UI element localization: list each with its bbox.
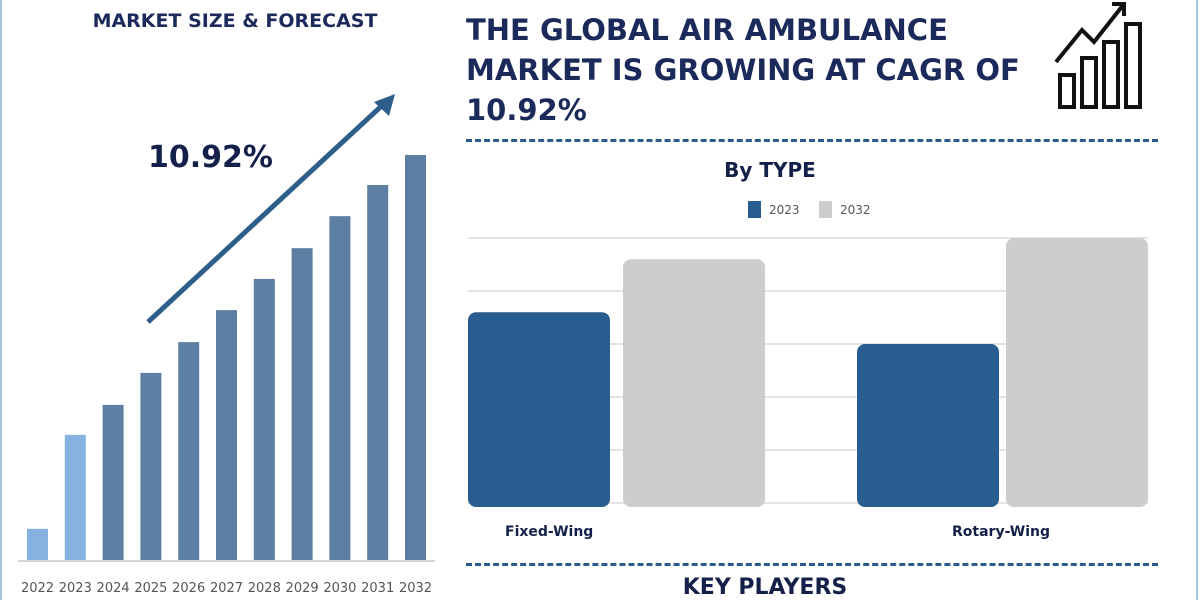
bar-2023 (64, 434, 86, 560)
bar-fixed-wing-2023 (468, 312, 610, 507)
legend-label-2023: 2023 (769, 202, 800, 217)
left-frame (0, 0, 2, 600)
legend-label-2032: 2032 (840, 202, 871, 217)
category-label-rotary-wing: Rotary-Wing (952, 524, 1050, 540)
bar-2027 (216, 310, 237, 560)
x-tick-2029: 2029 (286, 581, 319, 596)
bar-2025 (140, 372, 162, 560)
market-size-chart: 2022 2023 2024 2025 2026 2027 2028 2029 2030 2031… (18, 94, 435, 596)
right-frame (1196, 0, 1198, 600)
growth-arrow-line (146, 98, 390, 324)
bar-2024 (102, 404, 124, 560)
legend-swatch-2032 (819, 201, 832, 218)
legend-2032: 2032 (819, 201, 871, 218)
growth-bar-chart-arrow-icon (1054, 2, 1142, 109)
x-tick-2030: 2030 (323, 581, 356, 596)
key-players-title: KEY PLAYERS (682, 575, 848, 600)
x-tick-2027: 2027 (210, 581, 243, 596)
bar-2030 (329, 216, 351, 560)
by-type-title: By TYPE (724, 158, 816, 182)
x-tick-2032: 2032 (399, 581, 432, 596)
by-type-chart (468, 237, 1148, 507)
bar-2032 (405, 155, 426, 560)
x-tick-2025: 2025 (134, 581, 167, 596)
divider-bottom (466, 563, 1158, 566)
legend-swatch-2023 (748, 201, 761, 218)
x-tick-2023: 2023 (59, 581, 92, 596)
main-title: THE GLOBAL AIR AMBULANCE MARKET IS GROWI… (466, 13, 1020, 127)
divider-top (466, 139, 1158, 142)
market-size-title: MARKET SIZE & FORECAST (92, 10, 378, 32)
x-tick-2028: 2028 (248, 581, 281, 596)
legend-2023: 2023 (748, 201, 800, 218)
x-tick-2031: 2031 (361, 581, 394, 596)
x-tick-2024: 2024 (97, 581, 130, 596)
category-label-fixed-wing: Fixed-Wing (505, 524, 594, 540)
bar-2031 (367, 184, 389, 560)
x-tick-2022: 2022 (21, 581, 54, 596)
bar-rotary-wing-2023 (857, 344, 999, 507)
bar-fixed-wing-2032 (623, 259, 765, 507)
bar-2029 (291, 248, 313, 560)
bar-2028 (253, 278, 275, 560)
bar-rotary-wing-2032 (1006, 238, 1148, 507)
bar-2026 (178, 342, 200, 560)
cagr-annotation: 10.92% (148, 140, 273, 175)
growth-arrow-head (374, 94, 395, 116)
x-tick-2026: 2026 (172, 581, 205, 596)
bar-2022 (27, 528, 48, 560)
